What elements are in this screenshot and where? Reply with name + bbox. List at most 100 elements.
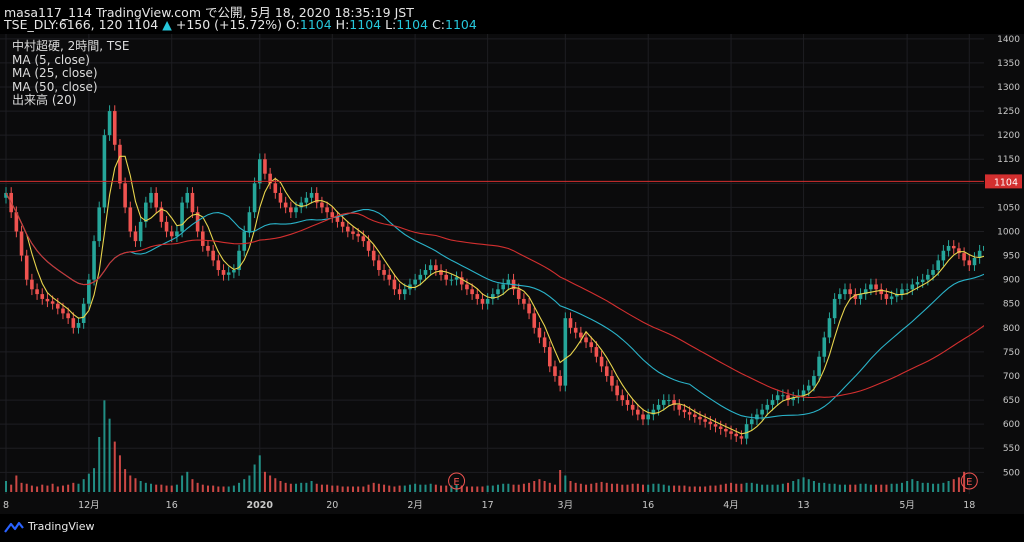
x-tick-label: 16 (166, 500, 178, 511)
close-label: C: (432, 17, 446, 32)
candle-body (625, 400, 630, 405)
volume-bar (574, 482, 577, 492)
chart-header: masa117_114 TradingView.com で公開, 5月 18, … (0, 0, 1024, 34)
candle-body (734, 433, 739, 437)
candle-body (889, 296, 894, 299)
volume-bar (295, 483, 298, 492)
legend-volume[interactable]: 出来高 (20) (12, 93, 77, 107)
y-tick-label: 750 (1003, 348, 1020, 358)
time-axis[interactable]: 8 12月 16 2020 20 2月 17 3月 16 4月 13 5月 18 (0, 494, 984, 514)
candle-body (30, 279, 34, 290)
up-arrow-icon: ▲ (162, 17, 172, 32)
candle-body (946, 245, 951, 251)
candle-body (14, 212, 19, 232)
candle-body (791, 397, 795, 401)
volume-bar (776, 484, 779, 492)
volume-bar (346, 486, 349, 492)
candle-body (402, 289, 407, 295)
candle-body (905, 289, 909, 291)
candle-body (444, 274, 449, 280)
low-label: L: (385, 17, 397, 32)
volume-bar (284, 482, 287, 492)
legend-ma50[interactable]: MA (50, close) (12, 79, 98, 94)
volume-bar (631, 483, 634, 492)
brand-label: TradingView (28, 520, 95, 533)
candle-body (672, 400, 676, 405)
candle-body (656, 404, 661, 410)
earnings-marker-label: E (453, 477, 459, 488)
volume-bar (797, 479, 800, 492)
candle-body (858, 294, 863, 299)
candle-body (40, 294, 45, 299)
candle-body (195, 212, 200, 232)
candle-body (527, 303, 531, 314)
volume-bar (833, 483, 836, 492)
volume-bar (393, 486, 396, 492)
candle-body (35, 289, 39, 295)
volume-bar (93, 468, 96, 492)
volume-bar (305, 482, 308, 492)
candle-body (55, 303, 60, 309)
price-tag-label: 1104 (994, 177, 1018, 188)
volume-bar (56, 486, 59, 492)
volume-bar (310, 481, 313, 492)
volume-bar (98, 437, 101, 492)
candle-body (610, 375, 614, 386)
y-tick-label: 550 (1003, 444, 1020, 454)
symbol-label: TSE_DLY:6166, 120 (4, 17, 123, 32)
y-tick-label: 650 (1003, 396, 1020, 406)
volume-bar (548, 482, 551, 492)
candle-body (294, 207, 298, 213)
volume-bar (108, 418, 111, 492)
candle-body (729, 431, 733, 434)
volume-bar (636, 483, 639, 492)
volume-bar (854, 484, 857, 492)
candle-body (630, 404, 635, 410)
volume-bar (440, 485, 443, 492)
candle-body (848, 289, 852, 295)
candle-body (304, 197, 309, 203)
volume-bar (828, 483, 831, 492)
x-tick-label: 2月 (407, 500, 423, 511)
volume-bar (559, 470, 562, 492)
candle-body (102, 135, 107, 208)
candle-body (175, 231, 179, 237)
y-tick-label: 600 (1003, 420, 1020, 430)
earnings-marker-circle (960, 472, 978, 490)
candle-body (620, 395, 625, 401)
volume-bar (849, 484, 852, 492)
chart-legend: 中村超硬, 2時間, TSE MA (5, close) MA (25, clo… (12, 39, 129, 108)
volume-bar (455, 484, 458, 492)
y-tick-label: 1150 (997, 155, 1020, 165)
candle-body (869, 284, 873, 290)
candle-body (123, 183, 127, 208)
candle-body (739, 436, 744, 439)
legend-ma25[interactable]: MA (25, close) (12, 66, 98, 80)
volume-bar (543, 481, 546, 492)
high-label: H: (335, 17, 350, 32)
high-value: 1104 (349, 17, 382, 32)
candle-body (827, 318, 832, 338)
y-tick-label: 700 (1003, 372, 1020, 382)
tradingview-brand[interactable]: TradingView (4, 520, 94, 533)
candle-body (351, 231, 355, 234)
legend-ma5[interactable]: MA (5, close) (12, 52, 90, 67)
volume-bar (238, 482, 241, 492)
candle-body (698, 416, 702, 420)
candle-body (573, 327, 578, 333)
volume-bar (414, 483, 417, 492)
candle-body (4, 192, 8, 198)
volume-bar (227, 486, 230, 492)
volume-bar (585, 484, 588, 492)
price-axis[interactable]: 500 550 600 650 700 750 800 850 900 950 1000 1050 11… (984, 34, 1024, 494)
candle-body (651, 409, 656, 415)
volume-bar (175, 484, 178, 492)
candle-body (480, 298, 485, 304)
volume-bar (46, 485, 49, 492)
volume-bar (253, 464, 256, 492)
candle-body (50, 301, 55, 304)
close-value: 1104 (445, 17, 477, 32)
volume-bar (926, 482, 929, 492)
